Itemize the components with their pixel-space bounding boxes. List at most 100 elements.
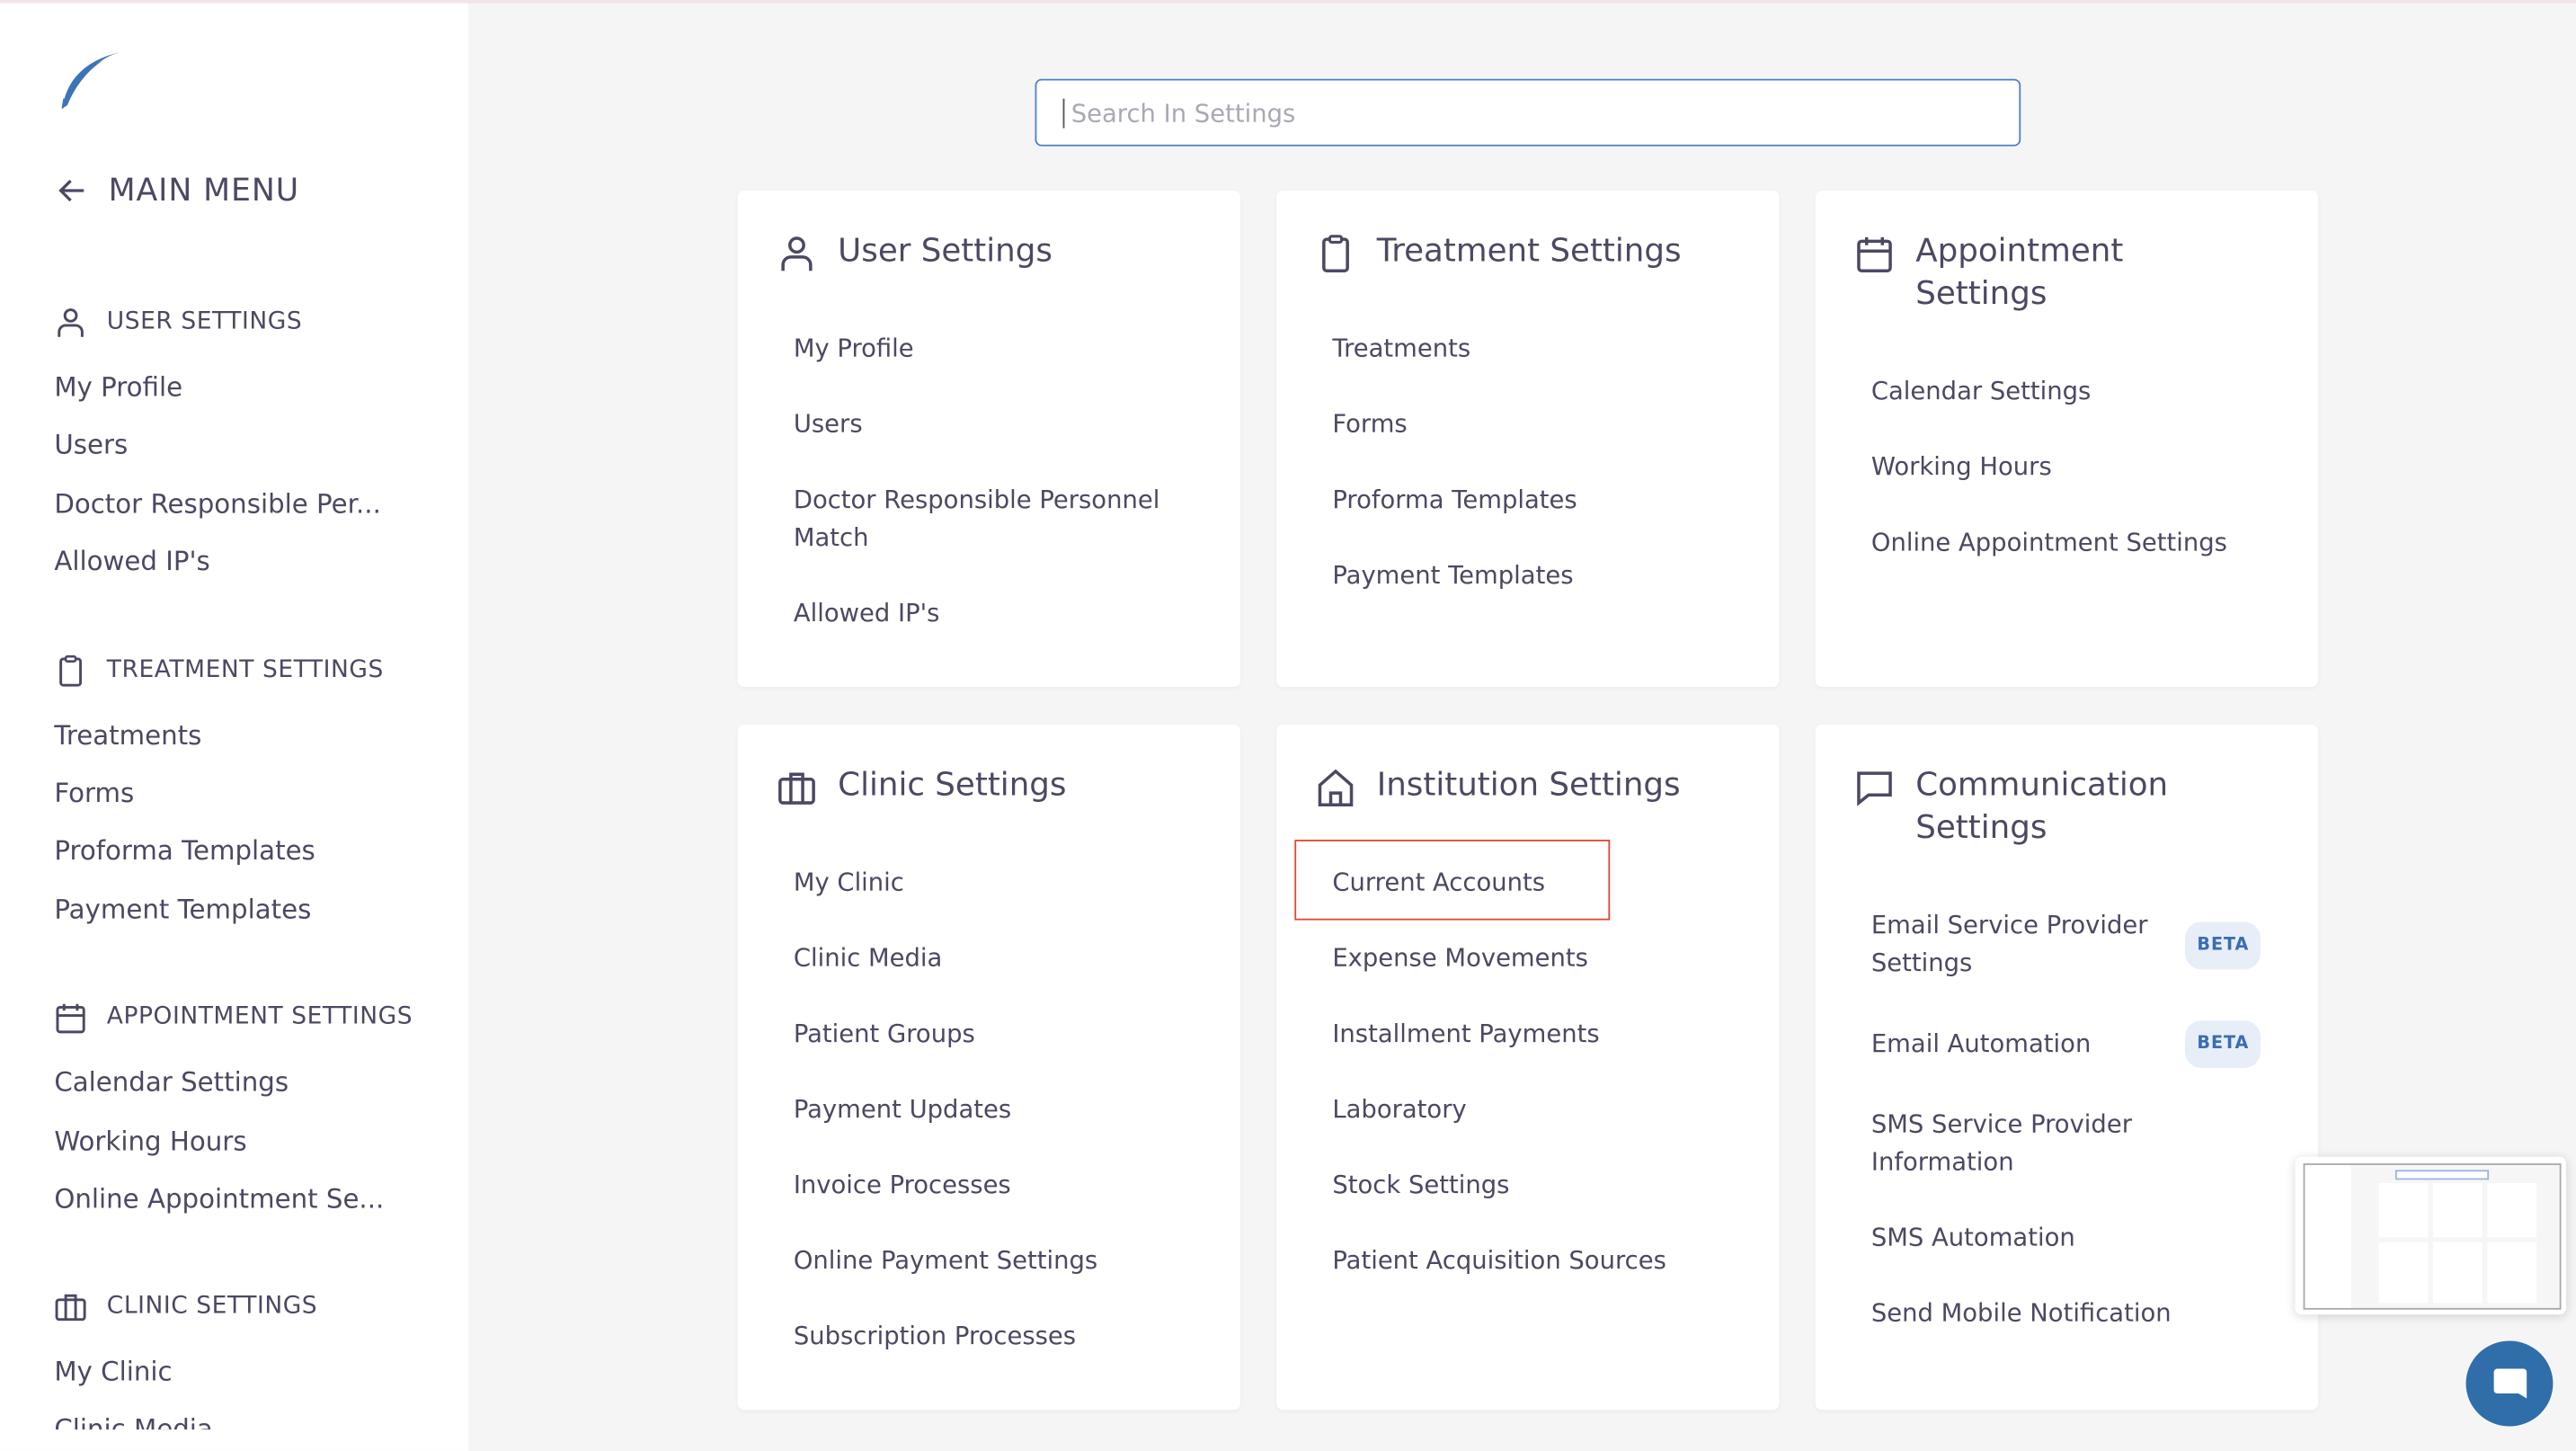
link-text: SMS Service Provider Information xyxy=(1870,1108,2132,1177)
link-text: Online Payment Settings xyxy=(793,1245,1098,1276)
link-email-service-provider-settings[interactable]: Email Service Provider Settings BETA xyxy=(1871,907,2261,983)
user-icon xyxy=(781,236,813,272)
sidebar-item-forms[interactable]: Forms xyxy=(54,777,135,809)
link-users[interactable]: Users xyxy=(794,405,1183,443)
link-text: Working Hours xyxy=(1870,451,2052,482)
link-patient-groups[interactable]: Patient Groups xyxy=(794,1016,1183,1054)
link-allowed-ip-s[interactable]: Allowed IP's xyxy=(794,595,1183,633)
sidebar-item-my-clinic[interactable]: My Clinic xyxy=(54,1355,173,1387)
link-text: Laboratory xyxy=(1332,1094,1467,1125)
link-text: Patient Acquisition Sources xyxy=(1332,1245,1666,1276)
search-input[interactable] xyxy=(1036,80,2008,145)
card-communication-settings: Communication Settings Email Service Prov… xyxy=(1815,725,2319,1411)
link-my-profile[interactable]: My Profile xyxy=(794,330,1183,368)
chat-bubble-icon xyxy=(1857,771,1892,806)
link-payment-templates[interactable]: Payment Templates xyxy=(1332,557,1721,595)
link-text: Payment Templates xyxy=(1332,560,1574,591)
link-patient-acquisition-sources[interactable]: Patient Acquisition Sources xyxy=(1332,1242,1721,1280)
link-current-accounts[interactable]: Current Accounts xyxy=(1332,864,1721,902)
link-text: Users xyxy=(793,409,863,440)
card-links: Email Service Provider Settings BETA Email… xyxy=(1871,907,2261,1332)
briefcase-icon xyxy=(55,1294,86,1322)
link-text: Email Service Provider Settings xyxy=(1870,910,2148,978)
link-working-hours[interactable]: Working Hours xyxy=(1871,449,2261,486)
card-user-settings: User Settings My Profile Users Doctor Respo… xyxy=(737,191,1240,688)
clipboard-icon xyxy=(1322,235,1349,272)
link-online-payment-settings[interactable]: Online Payment Settings xyxy=(794,1242,1183,1280)
search-settings-field[interactable] xyxy=(1035,78,2021,147)
card-title: Treatment Settings xyxy=(1316,230,1710,273)
card-appointment-settings: Appointment Settings Calendar Settings Wor… xyxy=(1815,191,2319,688)
card-title-text: Clinic Settings xyxy=(838,765,1067,804)
sidebar-item-online-appointment-se-[interactable]: Online Appointment Se... xyxy=(54,1183,385,1215)
link-text: Subscription Processes xyxy=(793,1321,1077,1351)
sidebar-item-clinic-media[interactable]: Clinic Media xyxy=(54,1412,213,1430)
briefcase-icon xyxy=(778,772,815,805)
sidebar-scroll[interactable]: MAIN MENU USER SETTINGS My Profile Users Do… xyxy=(0,4,468,1430)
card-title: User Settings xyxy=(777,230,1172,273)
link-expense-movements[interactable]: Expense Movements xyxy=(1332,940,1721,978)
link-forms[interactable]: Forms xyxy=(1332,405,1721,443)
sidebar-item-working-hours[interactable]: Working Hours xyxy=(54,1126,247,1157)
sidebar-item-calendar-settings[interactable]: Calendar Settings xyxy=(54,1066,289,1098)
link-text: Clinic Media xyxy=(793,943,943,974)
link-text: Expense Movements xyxy=(1332,943,1588,974)
link-laboratory[interactable]: Laboratory xyxy=(1332,1091,1721,1129)
sidebar-section-title: APPOINTMENT SETTINGS xyxy=(106,1003,413,1031)
sidebar-item-payment-templates[interactable]: Payment Templates xyxy=(54,894,312,926)
link-doctor-responsible-personnel-match[interactable]: Doctor Responsible Personnel Match xyxy=(794,482,1183,557)
link-email-automation[interactable]: Email Automation BETA xyxy=(1871,1020,2261,1069)
chat-icon xyxy=(2492,1368,2527,1399)
link-text: Payment Updates xyxy=(793,1094,1012,1125)
link-text: Treatments xyxy=(1332,334,1471,363)
sidebar-section-clinic-settings: CLINIC SETTINGS xyxy=(54,1290,317,1323)
card-title: Institution Settings xyxy=(1316,764,1710,807)
link-my-clinic[interactable]: My Clinic xyxy=(794,864,1183,902)
sidebar-item-users[interactable]: Users xyxy=(54,429,129,460)
link-sms-automation[interactable]: SMS Automation xyxy=(1871,1219,2261,1257)
link-payment-updates[interactable]: Payment Updates xyxy=(794,1091,1183,1129)
sidebar-item-doctor-responsible-per-[interactable]: Doctor Responsible Per... xyxy=(54,487,381,520)
link-stock-settings[interactable]: Stock Settings xyxy=(1332,1167,1721,1205)
text-caret xyxy=(1062,98,1065,129)
card-title-text: User Settings xyxy=(838,231,1053,270)
link-text: Current Accounts xyxy=(1332,868,1546,897)
sidebar-item-proforma-templates[interactable]: Proforma Templates xyxy=(54,834,315,867)
screenshot-thumbnail[interactable] xyxy=(2295,1156,2567,1315)
link-text: Allowed IP's xyxy=(793,598,940,628)
user-icon xyxy=(58,308,84,337)
link-online-appointment-settings[interactable]: Online Appointment Settings xyxy=(1871,524,2261,562)
sidebar-item-my-profile[interactable]: My Profile xyxy=(54,371,183,403)
main-menu-back-link[interactable]: MAIN MENU xyxy=(56,173,299,209)
card-clinic-settings: Clinic Settings My Clinic Clinic Media Pati… xyxy=(737,725,1240,1411)
sidebar-item-allowed-ip-s[interactable]: Allowed IP's xyxy=(54,545,210,577)
sidebar-section-appointment-settings: APPOINTMENT SETTINGS xyxy=(54,1001,413,1034)
main-menu-label: MAIN MENU xyxy=(108,172,300,209)
link-text: Patient Groups xyxy=(793,1019,975,1049)
sidebar-section-title: USER SETTINGS xyxy=(106,308,303,335)
link-invoice-processes[interactable]: Invoice Processes xyxy=(794,1167,1183,1205)
calendar-icon xyxy=(1857,236,1892,272)
chat-launcher-button[interactable] xyxy=(2465,1340,2554,1427)
link-text: My Profile xyxy=(793,334,914,363)
home-icon xyxy=(1318,769,1354,807)
link-proforma-templates[interactable]: Proforma Templates xyxy=(1332,482,1721,520)
link-sms-service-provider-information[interactable]: SMS Service Provider Information xyxy=(1871,1106,2261,1181)
card-institution-settings: Institution Settings Current Accounts Expe… xyxy=(1276,725,1780,1411)
link-text: Online Appointment Settings xyxy=(1870,527,2227,557)
link-treatments[interactable]: Treatments xyxy=(1332,330,1721,368)
link-clinic-media[interactable]: Clinic Media xyxy=(794,940,1183,978)
sidebar: MAIN MENU USER SETTINGS My Profile Users Do… xyxy=(0,3,468,1451)
card-title-text: Treatment Settings xyxy=(1376,231,1682,270)
sidebar-item-treatments[interactable]: Treatments xyxy=(54,719,202,752)
beta-badge: BETA xyxy=(2185,1020,2261,1069)
link-text: Doctor Responsible Personnel Match xyxy=(793,485,1160,553)
sidebar-section-user-settings: USER SETTINGS xyxy=(54,306,302,339)
card-title-text: Institution Settings xyxy=(1376,765,1681,804)
feather-logo-icon[interactable] xyxy=(56,49,121,119)
link-calendar-settings[interactable]: Calendar Settings xyxy=(1871,373,2261,411)
link-send-mobile-notification[interactable]: Send Mobile Notification xyxy=(1871,1295,2261,1332)
link-subscription-processes[interactable]: Subscription Processes xyxy=(794,1318,1183,1356)
card-title: Appointment Settings xyxy=(1855,230,2250,316)
link-installment-payments[interactable]: Installment Payments xyxy=(1332,1016,1721,1054)
